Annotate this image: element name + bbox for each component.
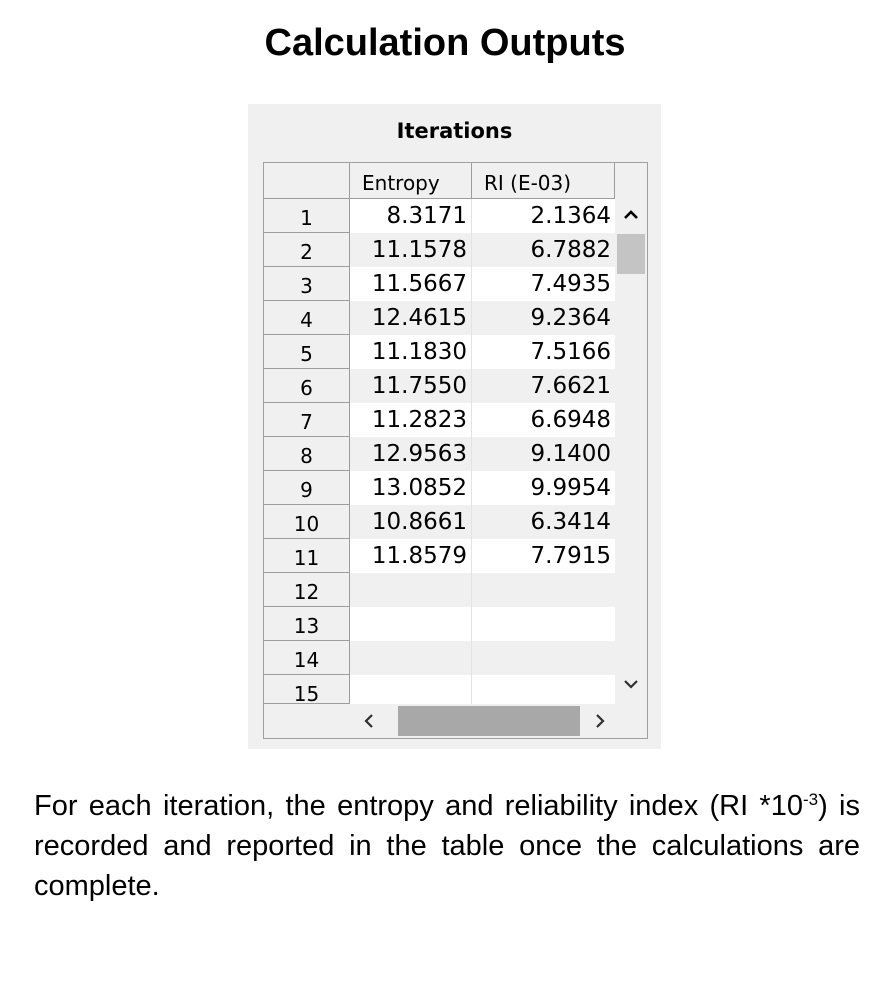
row-header[interactable]: 13 xyxy=(264,607,350,641)
ri-cell[interactable] xyxy=(472,675,615,704)
description-text: For each iteration, the entropy and reli… xyxy=(34,790,803,822)
grid-corner xyxy=(264,163,350,199)
ri-cell[interactable]: 9.9954 xyxy=(472,471,615,505)
ri-cell[interactable]: 6.6948 xyxy=(472,403,615,437)
entropy-cell[interactable] xyxy=(350,573,472,607)
ri-cell[interactable]: 7.6621 xyxy=(472,369,615,403)
chevron-left-icon[interactable] xyxy=(360,712,378,735)
chevron-down-icon[interactable] xyxy=(622,675,640,698)
row-header[interactable]: 8 xyxy=(264,437,350,471)
entropy-cell[interactable]: 11.7550 xyxy=(350,369,472,403)
chevron-right-icon[interactable] xyxy=(591,712,609,735)
row-header[interactable]: 3 xyxy=(264,267,350,301)
chevron-up-icon[interactable] xyxy=(622,206,640,229)
row-header[interactable]: 15 xyxy=(264,675,350,704)
description-paragraph: For each iteration, the entropy and reli… xyxy=(34,786,860,906)
column-header-entropy[interactable]: Entropy xyxy=(350,163,472,199)
ri-cell[interactable]: 7.7915 xyxy=(472,539,615,573)
panel-title: Iterations xyxy=(396,119,513,143)
row-header[interactable]: 9 xyxy=(264,471,350,505)
row-header[interactable]: 10 xyxy=(264,505,350,539)
row-header[interactable]: 5 xyxy=(264,335,350,369)
row-header[interactable]: 6 xyxy=(264,369,350,403)
entropy-cell[interactable]: 13.0852 xyxy=(350,471,472,505)
row-header[interactable]: 14 xyxy=(264,641,350,675)
entropy-cell[interactable]: 8.3171 xyxy=(350,199,472,233)
description-text-end: ) is recorded and reported in the table … xyxy=(34,790,860,902)
entropy-cell[interactable]: 11.1830 xyxy=(350,335,472,369)
entropy-cell[interactable] xyxy=(350,641,472,675)
ri-cell[interactable] xyxy=(472,607,615,641)
vertical-scrollbar[interactable] xyxy=(615,200,647,704)
ri-cell[interactable] xyxy=(472,573,615,607)
entropy-cell[interactable]: 12.4615 xyxy=(350,301,472,335)
ri-cell[interactable]: 6.7882 xyxy=(472,233,615,267)
entropy-cell[interactable]: 10.8661 xyxy=(350,505,472,539)
horizontal-scroll-thumb[interactable] xyxy=(398,706,580,736)
ri-cell[interactable]: 6.3414 xyxy=(472,505,615,539)
ri-cell[interactable]: 7.4935 xyxy=(472,267,615,301)
row-header[interactable]: 11 xyxy=(264,539,350,573)
ri-cell[interactable]: 2.1364 xyxy=(472,199,615,233)
vertical-scroll-thumb[interactable] xyxy=(617,234,645,274)
ri-cell[interactable] xyxy=(472,641,615,675)
entropy-cell[interactable]: 11.1578 xyxy=(350,233,472,267)
iterations-panel: Iterations Entropy RI (E-03) 1 8.3171 2.13… xyxy=(248,104,661,749)
row-header[interactable]: 1 xyxy=(264,199,350,233)
entropy-cell[interactable] xyxy=(350,607,472,641)
row-header[interactable]: 12 xyxy=(264,573,350,607)
entropy-cell[interactable]: 11.5667 xyxy=(350,267,472,301)
entropy-cell[interactable]: 11.2823 xyxy=(350,403,472,437)
description-superscript: -3 xyxy=(802,790,819,809)
entropy-cell[interactable]: 11.8579 xyxy=(350,539,472,573)
row-header[interactable]: 7 xyxy=(264,403,350,437)
iterations-grid[interactable]: Entropy RI (E-03) 1 8.3171 2.1364 2 11.1578 6… xyxy=(263,162,648,739)
horizontal-scrollbar[interactable] xyxy=(350,704,615,738)
ri-cell[interactable]: 9.2364 xyxy=(472,301,615,335)
ri-cell[interactable]: 7.5166 xyxy=(472,335,615,369)
entropy-cell[interactable]: 12.9563 xyxy=(350,437,472,471)
page-title: Calculation Outputs xyxy=(264,22,626,64)
row-header[interactable]: 4 xyxy=(264,301,350,335)
row-header[interactable]: 2 xyxy=(264,233,350,267)
entropy-cell[interactable] xyxy=(350,675,472,704)
column-header-ri[interactable]: RI (E-03) xyxy=(472,163,615,199)
ri-cell[interactable]: 9.1400 xyxy=(472,437,615,471)
